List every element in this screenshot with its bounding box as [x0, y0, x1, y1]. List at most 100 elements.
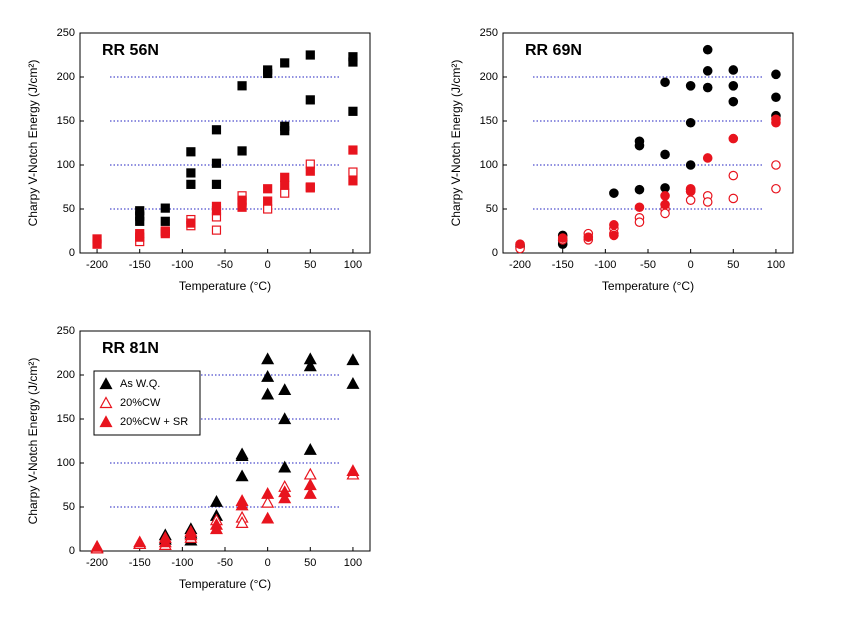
point [135, 216, 145, 226]
point [702, 197, 713, 207]
point [278, 383, 292, 396]
point [303, 467, 317, 480]
y-tick-label: 100 [480, 159, 498, 171]
point [158, 535, 172, 548]
x-tick-label: -50 [217, 259, 233, 271]
x-tick-label: 0 [265, 259, 271, 271]
point [660, 183, 670, 193]
x-tick-label: -150 [129, 557, 151, 569]
point [261, 495, 275, 508]
y-axis-label: Charpy V-Notch Energy (J/cm²) [26, 60, 40, 227]
point [583, 232, 594, 242]
point [235, 516, 249, 528]
y-tick-label: 150 [480, 115, 498, 127]
point [280, 188, 290, 198]
point [303, 443, 317, 455]
point [186, 218, 196, 228]
y-tick-label: 200 [57, 369, 75, 381]
chart-title: RR 69N [525, 42, 582, 59]
point [685, 160, 696, 170]
point [685, 186, 696, 197]
point [702, 82, 713, 93]
point [728, 81, 739, 91]
point [348, 145, 358, 155]
point [280, 58, 290, 68]
point [346, 377, 360, 389]
x-tick-label: 50 [304, 259, 316, 271]
legend-marker [99, 377, 113, 390]
point [634, 217, 645, 227]
x-tick-label: 0 [265, 557, 271, 569]
y-tick-label: 200 [57, 71, 75, 83]
point [634, 202, 645, 213]
point [348, 176, 358, 186]
point [771, 160, 781, 170]
y-tick-label: 50 [63, 203, 75, 215]
point [280, 180, 290, 190]
y-tick-label: 100 [57, 457, 75, 469]
plot-frame [79, 32, 371, 254]
point [237, 195, 247, 205]
point [634, 140, 645, 151]
point [237, 81, 247, 91]
point [263, 68, 273, 79]
y-tick-label: 150 [57, 115, 75, 127]
y-tick-label: 200 [480, 71, 498, 83]
y-tick-label: 150 [57, 413, 75, 425]
legend-label: 20%CW [120, 397, 161, 409]
point [660, 199, 670, 210]
point [660, 191, 670, 201]
point [346, 464, 360, 477]
point [305, 95, 315, 105]
point [235, 469, 249, 482]
point [261, 487, 275, 499]
x-tick-label: -150 [552, 259, 574, 271]
y-tick-label: 100 [57, 159, 75, 171]
point [160, 203, 170, 213]
point [634, 184, 645, 195]
point [211, 158, 222, 168]
point [261, 387, 275, 400]
point [303, 487, 317, 499]
point [771, 69, 781, 80]
point [237, 146, 247, 156]
point [263, 204, 273, 214]
chart-title: RR 81N [102, 340, 159, 357]
x-tick-label: -100 [594, 259, 616, 271]
y-tick-label: 0 [69, 545, 75, 557]
point [728, 170, 739, 181]
plot-frame [79, 330, 371, 552]
point [261, 370, 275, 382]
point [280, 172, 290, 182]
point [702, 44, 713, 55]
y-axis-label: Charpy V-Notch Energy (J/cm²) [26, 358, 40, 525]
point [702, 153, 713, 163]
point [280, 126, 290, 136]
legend-marker [99, 415, 113, 428]
point [235, 449, 249, 462]
point [660, 208, 670, 219]
point [728, 65, 739, 75]
point [278, 460, 292, 473]
y-tick-label: 50 [486, 203, 498, 215]
point [685, 81, 696, 91]
x-tick-label: 50 [304, 557, 316, 569]
point [184, 528, 198, 541]
x-tick-label: 100 [344, 259, 362, 271]
x-tick-label: -200 [509, 259, 531, 271]
x-tick-label: -50 [640, 259, 656, 271]
point [702, 66, 713, 76]
x-axis-label: Temperature (°C) [179, 577, 271, 591]
x-tick-label: 50 [727, 259, 739, 271]
point [609, 220, 619, 230]
point [771, 114, 781, 125]
point [211, 125, 222, 135]
x-tick-label: -150 [129, 259, 151, 271]
point [685, 117, 696, 128]
legend-label: 20%CW + SR [120, 416, 188, 428]
point [771, 183, 781, 194]
point [278, 491, 292, 504]
legend-box [93, 370, 201, 436]
y-tick-label: 250 [57, 325, 75, 337]
